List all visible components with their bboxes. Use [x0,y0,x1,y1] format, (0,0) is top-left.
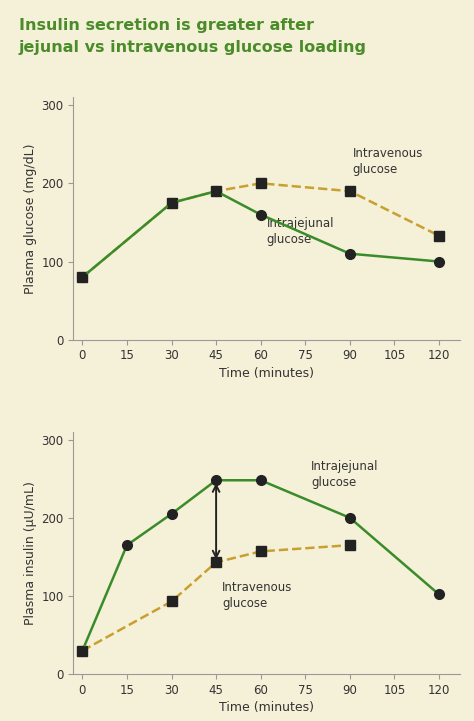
Text: Insulin secretion is greater after: Insulin secretion is greater after [19,18,314,33]
X-axis label: Time (minutes): Time (minutes) [219,701,314,714]
Y-axis label: Plasma insulin (μU/mL): Plasma insulin (μU/mL) [24,481,37,625]
Text: jejunal vs intravenous glucose loading: jejunal vs intravenous glucose loading [19,40,367,55]
Text: Intravenous
glucose: Intravenous glucose [222,581,292,611]
X-axis label: Time (minutes): Time (minutes) [219,366,314,379]
Text: Intravenous
glucose: Intravenous glucose [353,147,423,176]
Text: Intrajejunal
glucose: Intrajejunal glucose [311,460,379,490]
Y-axis label: Plasma glucose (mg/dL): Plasma glucose (mg/dL) [24,143,37,293]
Text: Intrajejunal
glucose: Intrajejunal glucose [266,217,334,247]
